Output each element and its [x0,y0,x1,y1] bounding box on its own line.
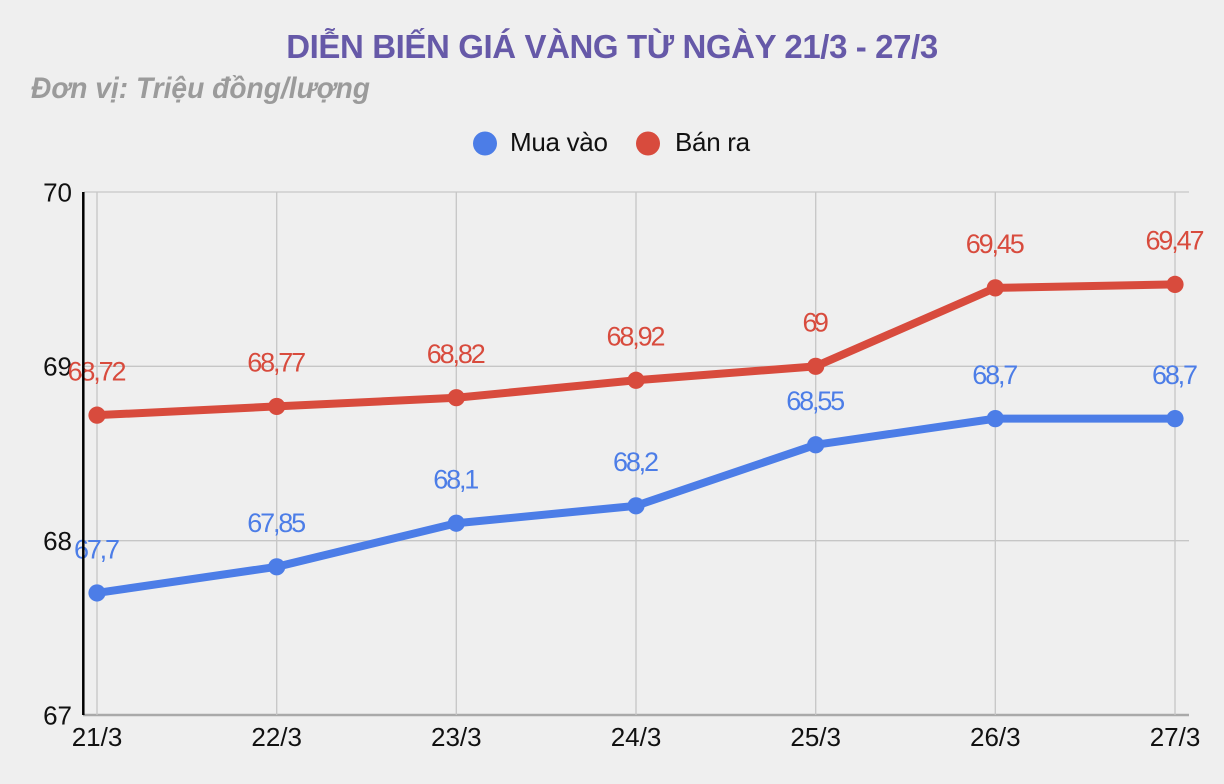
svg-text:Bán ra: Bán ra [675,127,751,157]
svg-text:24/3: 24/3 [611,722,662,752]
svg-text:68,55: 68,55 [786,386,845,416]
svg-text:Đơn vị: Triệu đồng/lượng: Đơn vị: Triệu đồng/lượng [31,72,370,105]
svg-text:69,47: 69,47 [1146,226,1205,256]
svg-text:26/3: 26/3 [970,722,1021,752]
svg-text:67: 67 [43,700,72,730]
svg-text:27/3: 27/3 [1150,722,1201,752]
svg-text:68: 68 [43,526,72,556]
svg-text:70: 70 [43,177,72,207]
svg-text:67,85: 67,85 [247,508,306,538]
svg-text:25/3: 25/3 [790,722,841,752]
svg-text:23/3: 23/3 [431,722,482,752]
svg-text:69: 69 [802,308,829,338]
svg-text:22/3: 22/3 [251,722,302,752]
svg-text:68,7: 68,7 [972,360,1018,390]
svg-text:68,92: 68,92 [607,322,666,352]
svg-text:21/3: 21/3 [72,722,123,752]
svg-text:69,45: 69,45 [966,229,1025,259]
svg-text:68,77: 68,77 [247,348,306,378]
svg-text:DIỄN BIẾN GIÁ VÀNG TỪ NGÀY 21/: DIỄN BIẾN GIÁ VÀNG TỪ NGÀY 21/3 - 27/3 [286,28,938,65]
svg-text:68,72: 68,72 [68,357,127,387]
svg-text:68,1: 68,1 [433,465,479,495]
svg-text:67,7: 67,7 [74,534,120,564]
svg-text:Mua vào: Mua vào [510,127,608,157]
svg-text:69: 69 [43,352,72,382]
svg-text:68,2: 68,2 [613,447,659,477]
svg-text:68,7: 68,7 [1152,360,1198,390]
svg-text:68,82: 68,82 [427,339,486,369]
